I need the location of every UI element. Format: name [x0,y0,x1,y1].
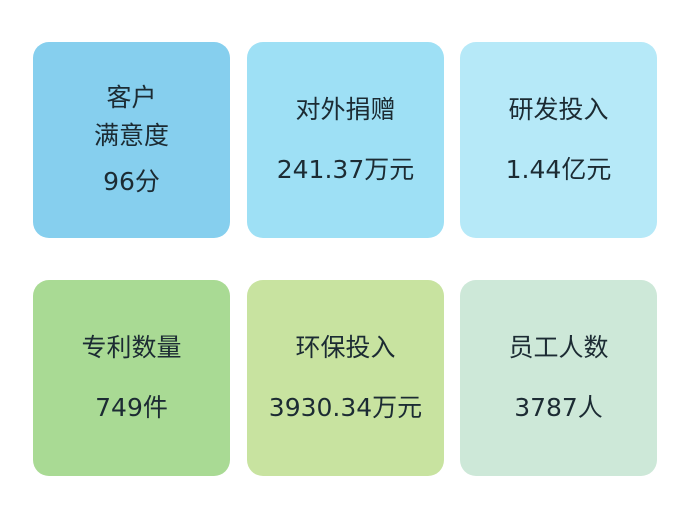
stat-value: 3930.34万元 [268,393,423,422]
stat-title: 客户 满意度 [93,83,169,150]
stat-card-employees: 员工人数 3787人 [460,280,657,476]
stat-value: 3787人 [514,393,603,422]
stat-value: 749件 [95,393,168,422]
stat-title: 员工人数 [508,333,609,362]
stat-title: 环保投入 [295,333,396,362]
stat-value: 96分 [103,167,160,196]
stat-value: 1.44亿元 [505,155,612,184]
stat-title: 专利数量 [81,333,182,362]
stat-card-patents: 专利数量 749件 [33,280,230,476]
stat-card-donation: 对外捐赠 241.37万元 [247,42,444,238]
stat-card-customer-satisfaction: 客户 满意度 96分 [33,42,230,238]
stat-card-environmental-investment: 环保投入 3930.34万元 [247,280,444,476]
stat-title: 研发投入 [508,95,609,124]
stat-value: 241.37万元 [276,155,415,184]
stat-card-rd-investment: 研发投入 1.44亿元 [460,42,657,238]
stat-title: 对外捐赠 [295,95,396,124]
